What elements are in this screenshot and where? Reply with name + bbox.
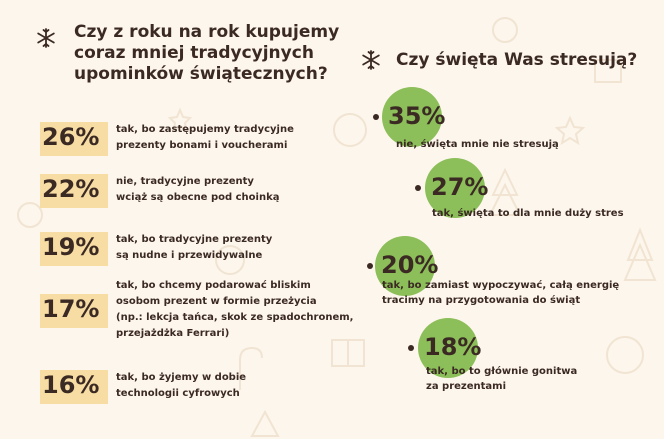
ornament-icon — [606, 336, 644, 374]
percent-value: 22% — [42, 175, 100, 203]
description-line: przejażdżka Ferrari) — [116, 328, 230, 339]
title-line: upominków świątecznych? — [74, 64, 328, 84]
candy-cane-icon — [239, 346, 263, 390]
ornament-icon — [492, 17, 518, 43]
percent-value: 27% — [431, 173, 489, 201]
gift-icon — [594, 59, 622, 83]
title-line: Czy z roku na rok kupujemy — [74, 22, 340, 42]
bubble-description: nie, święta mnie nie stresują — [396, 137, 559, 152]
ornament-icon — [215, 245, 245, 275]
percent-bubble — [375, 236, 435, 296]
description-line: wciąż są obecne pod choinką — [116, 192, 280, 203]
description-line: są nudne i przewidywalne — [116, 250, 263, 261]
description-line: nie, święta mnie nie stresują — [396, 139, 559, 150]
description-line: tak, bo zamiast wypoczywać, całą energię — [382, 280, 620, 291]
percent-highlight — [40, 232, 108, 266]
percent-value: 17% — [42, 295, 100, 323]
percent-highlight — [40, 122, 108, 156]
percent-bubble — [418, 318, 478, 378]
stat-description: tak, bo zastępujemy tradycyjne prezenty b… — [116, 122, 294, 154]
bullet-dot — [367, 263, 373, 269]
description-line: technologii cyfrowych — [116, 388, 240, 399]
description-line: osobom prezent w formie przeżycia — [116, 296, 317, 307]
description-line: prezenty bonami i voucherami — [116, 140, 288, 151]
bullet-dot — [415, 185, 421, 191]
bubble-description: tak, bo to głównie gonitwa za prezentami — [426, 364, 577, 394]
description-line: tak, bo zastępujemy tradycyjne — [116, 124, 294, 135]
bubble-description: tak, bo zamiast wypoczywać, całą energię… — [382, 278, 619, 308]
percent-bubble — [382, 87, 442, 147]
description-line: za prezentami — [426, 381, 507, 392]
percent-value: 16% — [42, 371, 100, 399]
bubble-description: tak, święta to dla mnie duży stres — [432, 206, 624, 221]
percent-highlight — [40, 174, 108, 208]
percent-bubble — [425, 158, 485, 218]
star-icon — [167, 107, 193, 133]
left-section-title: Czy z roku na rok kupujemy coraz mniej t… — [74, 22, 339, 85]
description-line: (np.: lekcja tańca, skok ze spadochronem… — [116, 312, 354, 323]
percent-value: 20% — [381, 251, 439, 279]
bullet-dot — [373, 114, 379, 120]
description-line: tracimy na przygotowania do świąt — [382, 295, 581, 306]
title-line: coraz mniej tradycyjnych — [74, 43, 314, 63]
right-section-title: Czy święta Was stresują? — [396, 50, 637, 71]
star-icon — [554, 115, 586, 146]
bullet-dot — [408, 345, 414, 351]
snowflake-icon — [362, 50, 380, 70]
stat-description: tak, bo chcemy podarować bliskim osobom p… — [116, 278, 353, 342]
ornament-icon — [333, 113, 367, 147]
percent-value: 35% — [388, 102, 446, 130]
description-line: tak, bo tradycyjne prezenty — [116, 234, 273, 245]
description-line: nie, tradycyjne prezenty — [116, 176, 254, 187]
stat-description: tak, bo żyjemy w dobie technologii cyfrow… — [116, 370, 246, 402]
stat-description: nie, tradycyjne prezenty wciąż są obecne … — [116, 174, 279, 206]
percent-value: 26% — [42, 123, 100, 151]
percent-highlight — [40, 294, 108, 328]
description-line: tak, bo to głównie gonitwa — [426, 366, 578, 377]
description-line: tak, bo chcemy podarować bliskim — [116, 280, 311, 291]
percent-highlight — [40, 370, 108, 404]
percent-value: 19% — [42, 233, 100, 261]
tree-icon — [488, 167, 522, 216]
description-line: tak, święta to dla mnie duży stres — [432, 208, 624, 219]
ornament-icon — [17, 202, 43, 228]
title-line: Czy święta Was stresują? — [396, 50, 638, 70]
tree-icon — [623, 227, 657, 281]
percent-value: 18% — [424, 333, 482, 361]
tree-icon — [250, 409, 280, 437]
stat-description: tak, bo tradycyjne prezenty są nudne i pr… — [116, 232, 272, 264]
snowflake-icon — [37, 28, 55, 48]
description-line: tak, bo żyjemy w dobie — [116, 372, 247, 383]
